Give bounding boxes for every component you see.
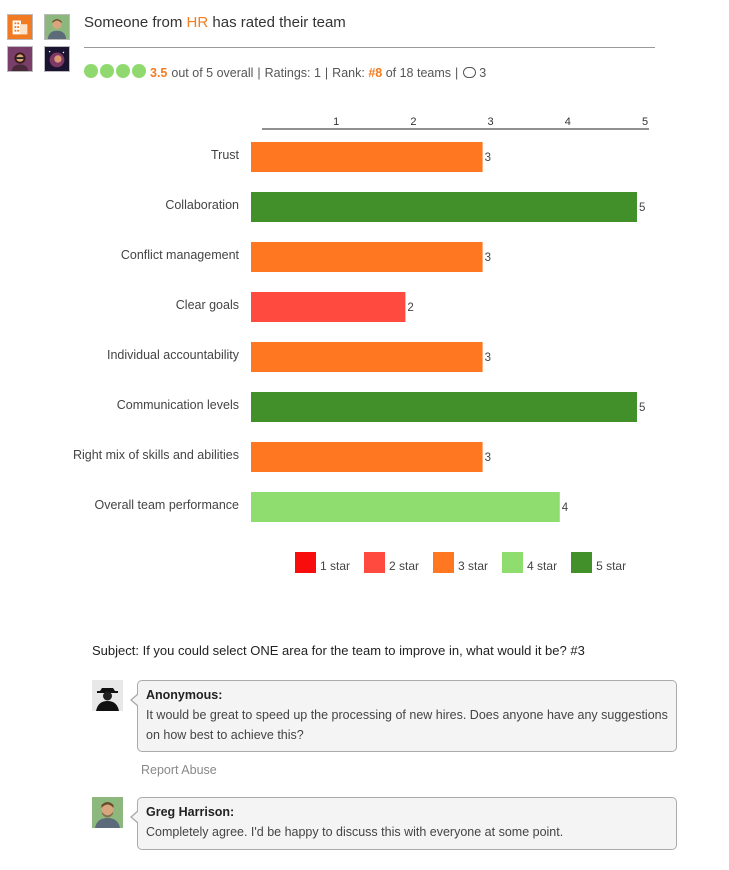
category-label: Clear goals [176,298,239,312]
legend-label: 2 star [389,559,420,573]
score-dot [132,64,146,78]
legend-label: 4 star [527,559,558,573]
ratings-count: Ratings: 1 [264,65,321,80]
rating-summary: 3.5 out of 5 overall | Ratings: 1 | Rank… [84,64,486,81]
overall-text: out of 5 overall [171,65,254,80]
data-label: 4 [562,502,569,514]
discussion-subject: Subject: If you could select ONE area fo… [92,643,585,658]
category-label: Trust [211,148,240,162]
report-abuse-link[interactable]: Report Abuse [141,763,217,777]
separator: | [455,65,459,80]
bar-right-mix-of-skills-and-abilities [251,442,483,472]
category-label: Right mix of skills and abilities [73,448,239,462]
bar-clear-goals [251,292,406,322]
legend-swatch [433,552,455,573]
bar-overall-team-performance [251,492,560,522]
score-dot [84,64,98,78]
team-member-avatar[interactable] [7,46,33,72]
comment-text: It would be great to speed up the proces… [146,708,668,742]
rank-label: Rank: [332,65,365,80]
legend-swatch [571,552,593,573]
legend-item-2-star: 2 star [364,552,419,573]
category-label: Conflict management [121,248,240,262]
rank-suffix: of 18 teams [385,65,452,80]
category-label: Collaboration [165,198,239,212]
legend-item-4-star: 4 star [502,552,557,573]
headline-prefix: Someone from [84,14,187,31]
bar-trust [251,142,483,172]
rating-headline: Someone from HR has rated their team [84,14,346,31]
department-link[interactable]: HR [186,14,209,31]
score-dot [100,64,114,78]
comment-icon[interactable] [463,67,477,78]
x-tick-label: 1 [333,116,339,128]
overall-score: 3.5 [150,65,168,80]
comment-bubble: Anonymous: It would be great to speed up… [130,680,677,752]
score-dot [116,64,130,78]
organization-avatar[interactable] [7,14,33,40]
headline-suffix: has rated their team [208,14,346,31]
chart-legend: 1 star 2 star 3 star 4 star 5 star [295,552,640,573]
anonymous-avatar [92,680,123,711]
data-label: 5 [639,402,645,414]
comment-text: Completely agree. I'd be happy to discus… [146,825,564,839]
separator: | [257,65,261,80]
x-tick-label: 5 [642,116,648,128]
legend-swatch [364,552,386,573]
legend-label: 1 star [320,559,351,573]
comment-count[interactable]: 3 [479,65,487,80]
team-member-avatar[interactable] [44,46,70,72]
bar-communication-levels [251,392,637,422]
data-label: 3 [485,252,491,264]
legend-swatch [295,552,316,573]
header-divider [84,47,655,48]
user-avatar [92,797,123,828]
bar-collaboration [251,192,637,222]
legend-label: 3 star [458,559,489,573]
category-label: Individual accountability [107,348,240,362]
team-rating-chart: 1 2 3 4 5 Trust 3 Collaboration 5 Conflict manage… [73,116,649,522]
separator: | [324,65,329,80]
comment-bubble: Greg Harrison: Completely agree. I'd be … [130,797,677,850]
rank-value: #8 [368,65,383,80]
data-label: 5 [639,202,645,214]
legend-swatch [502,552,524,573]
data-label: 3 [485,352,491,364]
bar-conflict-management [251,242,483,272]
x-tick-label: 3 [488,116,494,128]
score-dots [84,64,148,81]
x-tick-label: 4 [565,116,571,128]
comment-author: Anonymous: [146,688,223,702]
legend-item-5-star: 5 star [571,552,626,573]
data-label: 2 [407,302,413,314]
bar-individual-accountability [251,342,483,372]
legend-item-3-star: 3 star [433,552,488,573]
category-label: Communication levels [117,398,239,412]
legend-label: 5 star [596,559,627,573]
data-label: 3 [485,452,491,464]
category-label: Overall team performance [94,498,239,512]
data-label: 3 [485,152,491,164]
x-tick-label: 2 [410,116,416,128]
team-member-avatar[interactable] [44,14,70,40]
comment-author: Greg Harrison: [146,805,235,819]
legend-item-1-star: 1 star [295,552,350,573]
